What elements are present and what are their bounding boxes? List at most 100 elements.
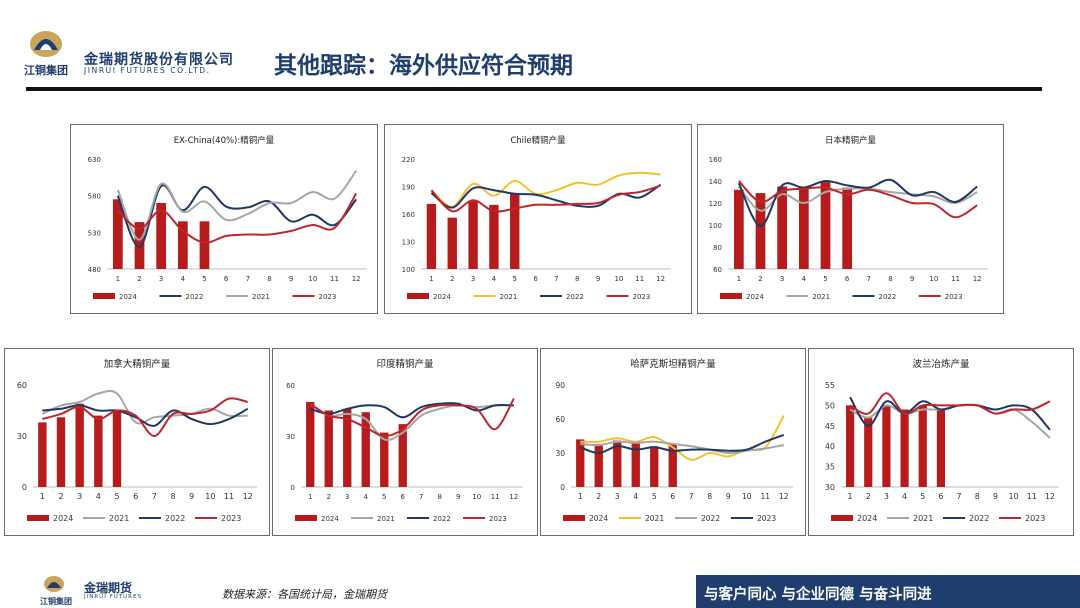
x-tick-label: 2: [866, 492, 871, 501]
y-tick-label: 30: [825, 483, 835, 492]
y-tick-label: 30: [555, 449, 565, 458]
x-tick-label: 4: [633, 492, 638, 501]
legend-label: 2022: [433, 515, 451, 523]
legend-label: 2023: [319, 293, 337, 301]
y-tick-label: 0: [560, 483, 565, 492]
x-tick-label: 11: [760, 492, 770, 501]
legend-label: 2022: [165, 514, 185, 523]
series-line-2022: [116, 184, 357, 249]
legend-label: 2024: [53, 514, 73, 523]
header-divider: [26, 87, 1042, 91]
x-tick-label: 8: [170, 492, 175, 501]
bar-2024: [343, 408, 352, 487]
y-tick-label: 530: [88, 229, 101, 237]
bar-2024: [156, 203, 167, 269]
x-tick-label: 7: [554, 275, 558, 283]
footer-logo-text: 江铜集团: [40, 596, 72, 606]
series-line-2022: [42, 404, 249, 427]
bar-2024: [820, 182, 831, 269]
bar-2024: [882, 405, 891, 487]
bar-2024: [845, 405, 855, 487]
x-tick-label: 12: [243, 492, 253, 501]
y-tick-label: 580: [88, 193, 101, 201]
x-tick-label: 8: [267, 275, 271, 283]
x-tick-label: 10: [1008, 492, 1018, 501]
legend-label: 2024: [321, 515, 339, 523]
x-tick-label: 11: [951, 275, 960, 283]
chart-title: 加拿大精铜产量: [104, 358, 171, 370]
chart-panel-japan: 日本精铜产量 60 80 100 120 140 160 1 2 3 4 5 6 7 8 9 10 11 12 202…: [697, 124, 1004, 314]
bar-2024: [733, 189, 744, 269]
legend-label: 2021: [377, 515, 395, 523]
x-tick-label: 2: [327, 493, 331, 501]
x-tick-label: 8: [975, 492, 980, 501]
x-tick-label: 9: [596, 275, 600, 283]
bar-2024: [489, 204, 499, 269]
y-tick-label: 160: [402, 211, 415, 219]
series-line-2021: [309, 402, 514, 441]
series-line-2021: [580, 415, 785, 461]
x-tick-label: 3: [77, 492, 82, 501]
x-tick-label: 3: [780, 275, 784, 283]
x-tick-label: 6: [845, 275, 850, 283]
x-tick-label: 8: [575, 275, 579, 283]
series-line-2022: [580, 440, 784, 455]
y-tick-label: 55: [825, 381, 835, 390]
bar-2024: [668, 443, 677, 487]
legend-swatch-2024: [563, 515, 585, 521]
bar-2024: [900, 409, 909, 487]
bar-2024: [38, 422, 47, 487]
x-tick-label: 5: [114, 492, 119, 501]
chart-title: 哈萨克斯坦精铜产量: [630, 358, 716, 370]
legend-label: 2022: [701, 514, 720, 523]
chart-title: EX-China(40%):精铜产量: [174, 135, 275, 146]
series-line-2023: [42, 397, 248, 437]
x-tick-label: 3: [884, 492, 889, 501]
legend-label: 2022: [186, 293, 204, 301]
bar-2024: [798, 186, 809, 269]
x-tick-label: 9: [910, 275, 914, 283]
legend-label: 2022: [969, 514, 989, 523]
legend-swatch-2024: [831, 515, 853, 521]
y-tick-label: 60: [555, 415, 565, 424]
slogan-text: 与客户同心 与企业同德 与奋斗同进: [704, 587, 932, 603]
y-tick-label: 60: [17, 381, 27, 390]
legend-swatch-2024: [407, 293, 429, 299]
series-line-2021: [738, 185, 978, 212]
x-tick-label: 8: [888, 275, 892, 283]
x-tick-label: 5: [652, 492, 657, 501]
x-tick-label: 10: [614, 275, 623, 283]
bar-2024: [361, 412, 370, 487]
bar-2024: [134, 222, 145, 269]
x-tick-label: 3: [345, 493, 349, 501]
x-tick-label: 3: [615, 492, 620, 501]
x-tick-label: 7: [867, 275, 871, 283]
y-tick-label: 480: [88, 266, 101, 274]
legend-label: 2021: [913, 514, 933, 523]
chart-panel-canada: 加拿大精铜产量 0 30 60 1 2 3 4 5 6 7 8 9 10 11 12 2024 2021 2022 2…: [4, 348, 270, 536]
x-tick-label: 11: [635, 275, 644, 283]
legend-label: 2021: [812, 293, 830, 301]
x-tick-label: 6: [133, 492, 138, 501]
x-tick-label: 8: [438, 493, 442, 501]
x-tick-label: 5: [823, 275, 827, 283]
logo-text: 江铜集团: [24, 63, 68, 77]
series-line-2023: [430, 184, 661, 213]
bar-2024: [199, 221, 210, 269]
y-tick-label: 60: [286, 382, 295, 390]
y-tick-label: 130: [402, 239, 415, 247]
legend-swatch-2024: [720, 293, 742, 299]
legend-swatch-2024: [27, 515, 49, 521]
series-line-2023: [849, 392, 1051, 415]
x-tick-label: 11: [1027, 492, 1037, 501]
legend-label: 2024: [119, 293, 137, 301]
brand-name-cn: 金瑞期货股份有限公司: [84, 52, 234, 68]
x-tick-label: 1: [40, 492, 45, 501]
bar-2024: [650, 446, 659, 487]
bar-2024: [94, 415, 103, 487]
bar-2024: [631, 441, 640, 487]
footer-brand-en: JINRUI FUTURES: [84, 594, 142, 600]
x-tick-label: 9: [289, 275, 293, 283]
x-tick-label: 9: [993, 492, 998, 501]
